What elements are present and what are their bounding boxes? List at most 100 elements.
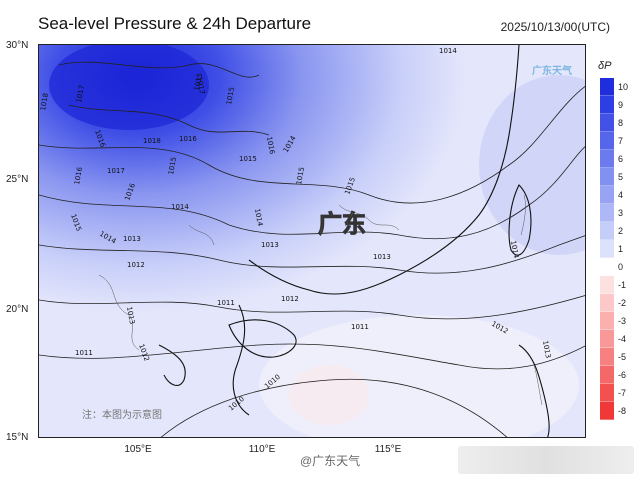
isobar-label: 1011 bbox=[217, 299, 235, 307]
ocean-departure-area bbox=[479, 75, 585, 255]
isobar-label: 1013 bbox=[123, 235, 141, 243]
china-coastline bbox=[248, 45, 520, 295]
luzon-coastline bbox=[518, 344, 550, 437]
colorbar-segment bbox=[600, 384, 614, 402]
colorbar-tick: -5 bbox=[618, 352, 627, 362]
colorbar-segment bbox=[600, 222, 614, 240]
isobar-label: 1014 bbox=[509, 240, 520, 259]
isobar-label: 1013 bbox=[125, 306, 136, 325]
isobar-label: 1012 bbox=[127, 261, 145, 269]
colorbar-tick: 9 bbox=[618, 100, 624, 110]
isobar-label: 1015 bbox=[167, 156, 178, 175]
lat-label-30n: 30°N bbox=[6, 40, 29, 51]
terrain-line bbox=[338, 204, 400, 231]
guangdong-label: 广东 bbox=[318, 210, 367, 239]
taiwan-island bbox=[508, 184, 532, 256]
colorbar-tick: 6 bbox=[618, 154, 624, 164]
colorbar-tick: -3 bbox=[618, 316, 627, 326]
gulf-coast bbox=[158, 344, 186, 386]
colorbar-segment bbox=[600, 150, 614, 168]
terrain-line bbox=[520, 194, 526, 236]
colorbar-segment bbox=[600, 132, 614, 150]
isobar-label: 1015 bbox=[225, 86, 236, 105]
isobar-1013 bbox=[39, 235, 585, 274]
timestamp: 2025/10/13/00(UTC) bbox=[500, 20, 610, 34]
coastlines bbox=[158, 45, 550, 437]
isobar-1017 bbox=[58, 61, 260, 78]
isobar-label: 1016 bbox=[179, 135, 197, 143]
isobar-label: 1017 bbox=[75, 84, 86, 103]
colorbar-segment bbox=[600, 258, 614, 276]
isobar-label: 1011 bbox=[75, 349, 93, 357]
colorbar-tick: -6 bbox=[618, 370, 627, 380]
colorbar-segment bbox=[600, 168, 614, 186]
colorbar-segment bbox=[600, 366, 614, 384]
isobar-1012 bbox=[39, 295, 585, 320]
hainan-island bbox=[228, 319, 297, 358]
lon-label-115e: 115°E bbox=[374, 444, 402, 455]
watermark: @广东天气 bbox=[300, 454, 361, 468]
colorbar-tick: 3 bbox=[618, 208, 624, 218]
colorbar-tick: 7 bbox=[618, 136, 624, 146]
isobar-label: 1013 bbox=[261, 241, 279, 249]
isobar-label: 1014 bbox=[439, 47, 457, 55]
isobar-label: 1017 bbox=[195, 76, 206, 95]
terrain-detail bbox=[98, 194, 543, 406]
colorbar-segment bbox=[600, 78, 614, 96]
schematic-note: 注：本图为示意图 bbox=[82, 410, 162, 421]
lat-label-15n: 15°N bbox=[6, 432, 29, 443]
isobar-1016 bbox=[39, 86, 585, 204]
colorbar-segment bbox=[600, 204, 614, 222]
lat-label-20n: 20°N bbox=[6, 304, 29, 315]
colorbar-labels: 10 9 8 7 6 5 4 3 2 1 0 -1 -2 -3 -4 -5 -6 -7 -8 bbox=[618, 78, 628, 420]
isobar-label: 1014 bbox=[253, 208, 264, 227]
isobar-label: 1014 bbox=[171, 203, 189, 211]
colorbar bbox=[600, 78, 614, 420]
isobar-label: 1017 bbox=[107, 167, 125, 175]
terrain-line bbox=[533, 364, 543, 406]
colorbar-tick: 1 bbox=[618, 244, 624, 254]
isobar-label: 1015 bbox=[239, 155, 257, 163]
isobar-1015 bbox=[39, 146, 585, 240]
isobar-label: 1015 bbox=[193, 72, 204, 91]
isobar-label: 1013 bbox=[541, 340, 552, 359]
isobar-1010 bbox=[160, 378, 508, 437]
colorbar-segment bbox=[600, 294, 614, 312]
colorbar-tick: 2 bbox=[618, 226, 624, 236]
isobars bbox=[39, 61, 585, 437]
colorbar-tick: 10 bbox=[618, 82, 629, 92]
isobar-1011 bbox=[39, 343, 585, 370]
isobar-label: 1012 bbox=[281, 295, 299, 303]
lat-label-25n: 25°N bbox=[6, 174, 29, 185]
colorbar-segment bbox=[600, 330, 614, 348]
negative-departure-area bbox=[289, 365, 369, 425]
colorbar-segment bbox=[600, 186, 614, 204]
colorbar-tick: -7 bbox=[618, 388, 627, 398]
colorbar-segment bbox=[600, 312, 614, 330]
isobar-label: 1018 bbox=[143, 137, 161, 145]
colorbar-segment bbox=[600, 114, 614, 132]
isobar-label: 1013 bbox=[373, 253, 391, 261]
colorbar-tick: 8 bbox=[618, 118, 624, 128]
colorbar-segment bbox=[600, 240, 614, 258]
isobar-label: 1016 bbox=[265, 136, 276, 155]
lon-label-110e: 110°E bbox=[248, 444, 276, 455]
isobar-label: 1015 bbox=[295, 166, 306, 185]
chart-title: Sea-level Pressure & 24h Departure bbox=[38, 14, 312, 33]
colorbar-tick: 0 bbox=[618, 262, 624, 272]
lon-label-105e: 105°E bbox=[124, 444, 152, 455]
colorbar-tick: 5 bbox=[618, 172, 624, 182]
logo-text: 广东天气 bbox=[532, 66, 572, 77]
isobar-1018 bbox=[68, 104, 270, 136]
colorbar-segment bbox=[600, 96, 614, 114]
isobar-label: 1018 bbox=[39, 92, 50, 111]
colorbar-title: δP bbox=[598, 60, 612, 72]
map-canvas: 1014 1015 1017 1017 1018 1016 1015 1016 … bbox=[39, 45, 585, 437]
blurred-region bbox=[458, 446, 634, 474]
colorbar-segment bbox=[600, 276, 614, 294]
pressure-map: 1014 1015 1017 1017 1018 1016 1015 1016 … bbox=[38, 44, 586, 438]
colorbar-segment bbox=[600, 348, 614, 366]
colorbar-tick: -4 bbox=[618, 334, 627, 344]
isobar-label: 1016 bbox=[73, 166, 84, 185]
colorbar-tick: -2 bbox=[618, 298, 627, 308]
